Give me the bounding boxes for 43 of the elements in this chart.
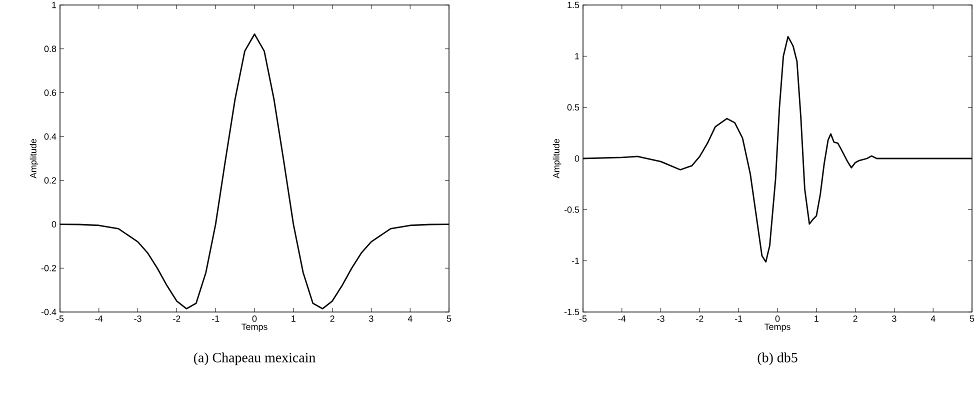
x-tick-label: 2	[330, 316, 334, 322]
y-tick-label: 1	[575, 53, 580, 60]
x-tick-label: -5	[56, 316, 64, 322]
x-tick-label: 0	[775, 316, 780, 322]
y-tick-label: 0	[52, 221, 56, 228]
y-tick-label: -1.5	[564, 308, 580, 316]
x-tick-label: -4	[618, 316, 626, 322]
y-axis-title: Amplitude	[30, 138, 38, 178]
y-tick-label: 0.4	[44, 133, 56, 140]
x-tick-label: 4	[930, 316, 936, 322]
y-tick-label: -0.2	[41, 264, 56, 272]
x-tick-label: 1	[292, 316, 296, 322]
y-tick-label: -0.4	[41, 308, 56, 316]
y-tick-label: 1	[52, 2, 56, 8]
x-tick-label: 3	[369, 316, 374, 322]
y-tick-label: 0.5	[567, 104, 580, 111]
x-tick-label: -1	[735, 316, 742, 322]
y-tick-label: 0	[574, 155, 580, 162]
y-tick-label: -0.5	[564, 206, 580, 213]
x-tick-label: 4	[408, 316, 412, 322]
x-tick-label: -2	[696, 316, 704, 322]
text: (a) Chapeau mexicain	[194, 352, 316, 366]
x-tick-label: -5	[579, 316, 587, 322]
x-tick-label: 5	[970, 316, 974, 322]
x-tick-label: 5	[446, 316, 452, 322]
x-tick-label: -4	[95, 316, 103, 322]
y-tick-label: 0.8	[44, 46, 56, 52]
x-tick-label: 1	[814, 316, 818, 322]
y-tick-label: 1.5	[568, 2, 580, 8]
y-tick-label: 0.6	[44, 90, 56, 96]
x-tick-label: 0	[252, 316, 257, 322]
y-axis-title: Amplitude	[552, 138, 562, 178]
x-tick-label: -1	[212, 316, 220, 322]
x-tick-label: -3	[657, 316, 664, 322]
x-tick-label: -3	[134, 316, 142, 322]
x-tick-label: 3	[892, 316, 896, 322]
y-tick-label: -1	[572, 258, 580, 264]
x-axis-title: Temps	[242, 324, 268, 332]
x-tick-label: -2	[173, 316, 180, 322]
x-tick-label: 2	[853, 316, 858, 322]
x-axis-title: Temps	[764, 324, 790, 332]
y-tick-label: 0.2	[44, 177, 56, 184]
text: (b) db5	[758, 352, 798, 366]
